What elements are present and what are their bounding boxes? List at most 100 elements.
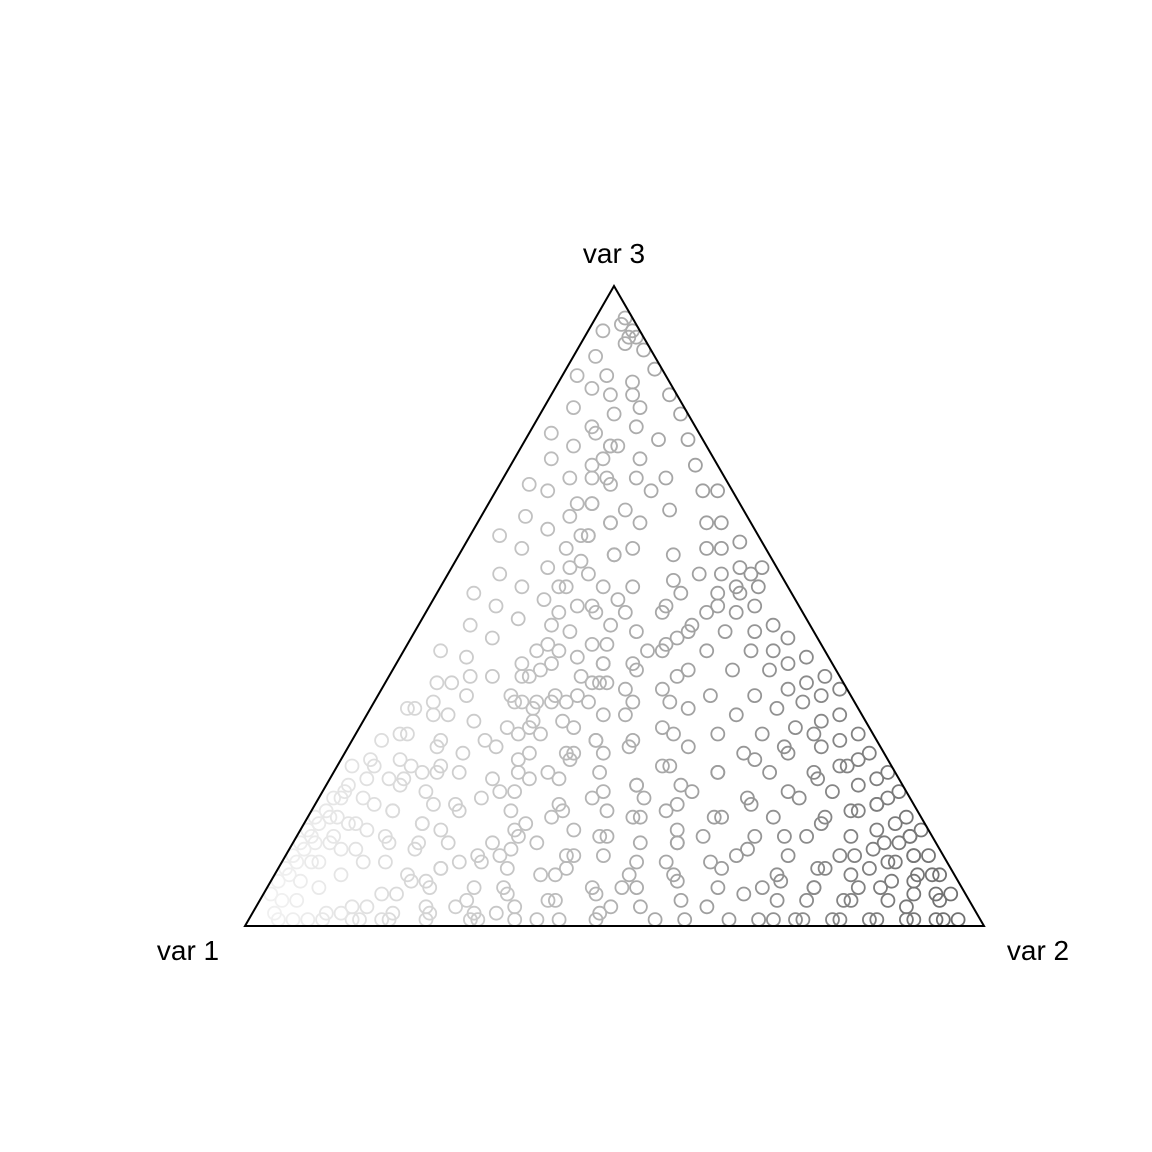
data-point [337, 784, 353, 799]
data-point [588, 348, 603, 364]
data-point [765, 617, 781, 633]
data-point [714, 541, 729, 556]
data-point [381, 835, 397, 851]
data-point [595, 451, 611, 467]
data-point [425, 707, 441, 723]
data-point [466, 880, 482, 895]
data-point [407, 701, 423, 716]
data-point [488, 598, 504, 614]
data-point [651, 432, 666, 448]
data-point [617, 336, 633, 352]
data-point [850, 726, 866, 742]
data-point [655, 681, 670, 697]
data-point [503, 841, 519, 857]
data-point [754, 560, 770, 575]
data-point [303, 829, 319, 844]
data-point [747, 752, 763, 767]
data-point [573, 553, 589, 569]
data-point [887, 816, 903, 831]
data-point [274, 893, 290, 908]
data-point [899, 899, 914, 915]
data-point [710, 726, 726, 742]
data-point [780, 656, 796, 671]
data-point [680, 432, 696, 448]
data-point [595, 323, 611, 339]
data-point [570, 688, 585, 703]
data-point [898, 809, 914, 825]
data-point [658, 854, 674, 870]
data-point [633, 899, 648, 915]
data-point [765, 809, 781, 825]
data-point [599, 803, 615, 819]
data-point [444, 675, 460, 691]
data-point [399, 726, 415, 742]
data-point [462, 617, 478, 633]
data-point [595, 784, 611, 799]
data-point [603, 476, 618, 492]
data-point [548, 893, 563, 908]
data-point [592, 905, 608, 921]
data-point [392, 726, 408, 742]
data-point [629, 854, 644, 870]
data-point [695, 483, 711, 499]
data-point [932, 893, 947, 908]
data-point [728, 579, 744, 595]
data-point [625, 694, 641, 710]
data-point [625, 656, 641, 671]
data-point [507, 784, 522, 799]
data-point [499, 720, 515, 735]
data-point [873, 880, 888, 895]
data-point [691, 566, 707, 582]
data-point [680, 662, 696, 678]
data-point [684, 617, 700, 633]
data-point [629, 880, 644, 895]
data-point [747, 688, 763, 703]
data-point [333, 841, 349, 857]
data-point [632, 451, 648, 467]
data-point [569, 496, 585, 512]
vertex-label-var3: var 3 [583, 238, 645, 269]
data-point [322, 835, 338, 851]
data-point [359, 899, 375, 915]
data-point [747, 598, 763, 614]
data-point [521, 476, 537, 492]
data-point [558, 541, 574, 556]
data-point [658, 637, 674, 652]
data-point [403, 873, 419, 889]
ternary-triangle-frame [243, 283, 986, 927]
data-point [655, 720, 670, 735]
data-point [562, 560, 578, 575]
data-point [666, 867, 681, 883]
data-point [333, 905, 349, 921]
data-point [832, 707, 848, 723]
data-point [832, 733, 848, 748]
data-point [547, 688, 563, 703]
data-point [429, 739, 445, 755]
data-point [569, 598, 585, 614]
data-point [606, 547, 622, 563]
data-point [507, 694, 522, 710]
data-point [736, 745, 752, 761]
data-point [459, 649, 474, 665]
data-point [788, 720, 803, 735]
data-point [743, 797, 759, 812]
data-point [643, 483, 659, 499]
data-point [522, 771, 537, 787]
data-point [614, 880, 630, 895]
data-point [377, 854, 393, 870]
data-point [566, 822, 582, 838]
data-point [595, 745, 611, 761]
data-point [536, 592, 552, 607]
data-point [584, 790, 600, 806]
data-point [732, 560, 748, 575]
data-point [880, 854, 896, 870]
data-point [466, 713, 482, 729]
data-point [540, 560, 556, 575]
data-point [573, 669, 589, 684]
data-point [544, 617, 559, 633]
data-point [713, 515, 729, 531]
data-point [776, 739, 792, 755]
data-point [492, 784, 508, 799]
data-point [448, 899, 464, 915]
data-point [832, 758, 848, 774]
